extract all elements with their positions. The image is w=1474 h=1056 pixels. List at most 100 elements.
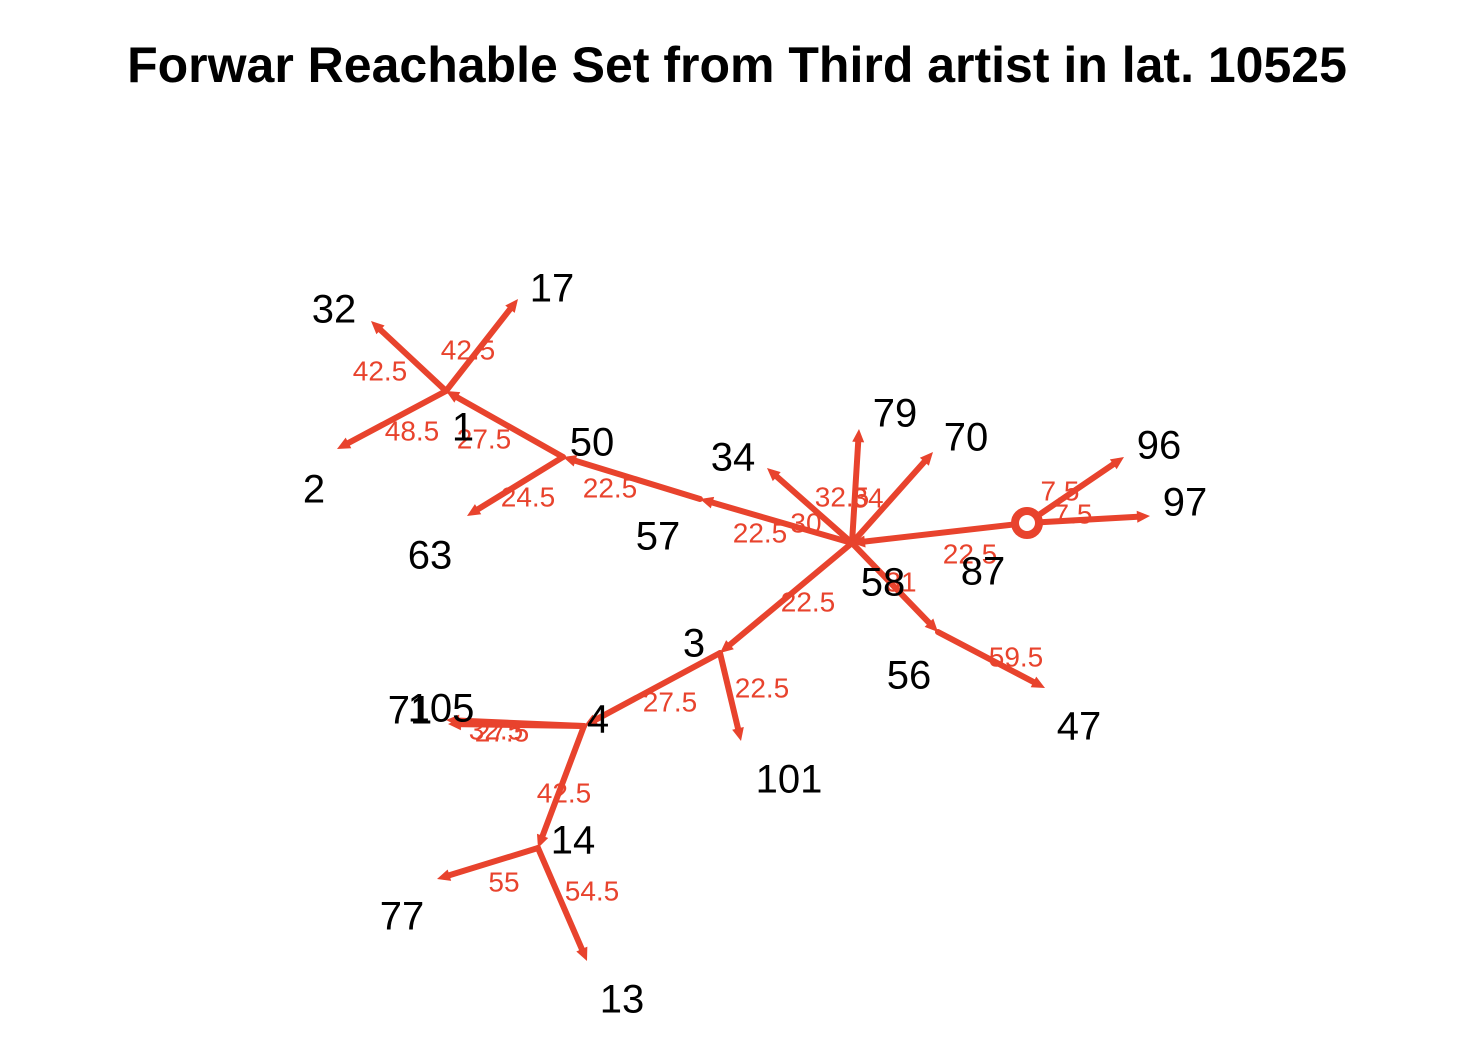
edge-weight-label: 42.5 [537,777,592,808]
edge-weight-label: 48.5 [385,415,440,446]
edge-arrowhead [1136,510,1150,523]
node-label-70: 70 [944,416,989,460]
edge-arrowhead [1109,457,1124,470]
edge-58-57 [700,496,855,546]
node-label-32: 32 [312,288,357,332]
edge-weight-label: 34 [852,482,883,513]
edge-arrowhead [584,714,599,726]
edge-line [443,302,517,394]
edge-87-97 [1024,510,1150,526]
node-label-1: 1 [452,406,474,450]
edge-14-13 [535,845,588,961]
edge-1-32 [371,321,449,394]
edge-arrowhead [437,869,452,881]
node-label-13: 13 [600,978,645,1022]
edge-line [722,540,855,652]
edge-arrowhead [371,321,385,335]
edge-line [340,388,449,449]
edge-50-63 [467,454,566,516]
edge-line [935,629,1042,688]
edge-line [537,723,587,844]
edge-58-3 [720,540,855,653]
edge-arrowhead [536,833,549,848]
node-label-56: 56 [887,654,932,698]
edge-line [470,454,566,515]
edge-weight-label: 32.5 [469,714,524,745]
node-label-63: 63 [408,534,453,578]
node-label-105: 105 [408,687,475,731]
edge-weight-label: 30 [790,507,821,538]
edge-weight-label: 59.5 [989,641,1044,672]
edge-58-79 [849,429,865,546]
node-label-3: 3 [683,622,705,666]
edge-1-17 [443,299,518,394]
node-label-4: 4 [587,698,609,742]
edge-line [769,470,855,546]
edge-weight-label: 42.5 [441,334,496,365]
edge-line [1024,513,1146,526]
edge-87-96 [1024,457,1124,526]
node-label-2: 2 [303,468,325,512]
edge-line [1024,458,1121,526]
node-label-47: 47 [1057,705,1102,749]
edge-weight-label: 22.5 [583,472,638,503]
edge-weight-label: 22.5 [733,517,788,548]
edge-arrowhead [700,496,715,509]
edge-line [717,650,743,737]
edge-line [849,433,862,546]
edge-weight-label: 22.5 [781,586,836,617]
edge-arrowhead [563,455,578,467]
edge-weight-label: 32.5 [815,481,870,512]
node-label-17: 17 [530,267,575,311]
edge-line [449,391,566,460]
edge-arrowhead [337,437,352,449]
edge-87-58 [852,520,1030,548]
edge-weight-label: 24.5 [501,481,556,512]
edge-3-4 [584,650,723,726]
edge-arrowhead [448,718,462,731]
edge-weight-label: 7.5 [1041,475,1080,506]
edge-line [849,454,931,546]
edges-layer [337,299,1150,961]
root-node-marker [1011,507,1043,539]
edge-labels-layer: 7.57.522.532.5343022.522.527.524.542.542… [353,334,1093,906]
edge-weight-label: 27.5 [457,423,512,454]
edge-arrowhead [505,299,518,313]
node-label-50: 50 [570,421,615,465]
edge-arrowhead [924,618,938,632]
node-label-57: 57 [636,515,681,559]
edge-58-56 [849,540,938,632]
edge-line [441,845,541,880]
edge-weight-label: 27.5 [643,686,698,717]
edge-3-101 [717,650,744,741]
edge-arrowhead [767,468,781,482]
nodes-layer [1011,507,1043,539]
edge-line [856,520,1030,546]
edge-arrowhead [720,640,734,653]
edge-4-14 [536,723,587,848]
node-label-58: 58 [861,561,906,605]
edge-arrowhead [1030,676,1045,688]
node-label-87: 87 [961,550,1006,594]
edge-57-50 [563,455,703,502]
edge-arrowhead [446,391,461,403]
edge-56-47 [935,629,1045,688]
node-label-77: 77 [380,895,425,939]
edge-weight-label: 31 [885,566,916,597]
edge-arrowhead [852,535,866,548]
edge-arrowhead [467,504,482,516]
edge-line [535,845,587,957]
edge-weight-label: 27.5 [475,716,530,747]
edge-weight-label: 54.5 [565,875,620,906]
edge-50-1 [446,391,566,460]
edge-line [567,456,703,502]
edge-1-2 [337,388,449,449]
edge-line [587,650,723,726]
edge-arrowhead [852,429,865,443]
edge-line [704,498,855,546]
edge-arrowhead [576,946,588,961]
node-label-79: 79 [873,392,918,436]
edge-58-70 [849,452,933,546]
